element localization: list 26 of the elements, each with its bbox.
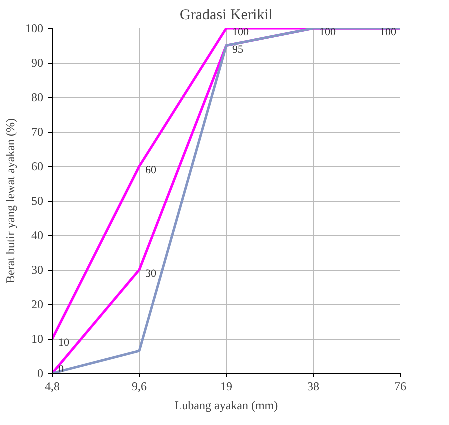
annotation: 10 <box>58 337 70 349</box>
x-tick-label: 76 <box>394 380 406 394</box>
annotation: 100 <box>232 26 250 38</box>
y-tick-label: 70 <box>32 125 44 139</box>
y-tick-label: 30 <box>32 263 44 277</box>
chart-title: Gradasi Kerikil <box>180 8 273 24</box>
y-tick-label: 100 <box>26 22 44 36</box>
y-tick-label: 10 <box>32 332 44 346</box>
x-axis-title: Lubang ayakan (mm) <box>174 398 278 412</box>
y-tick-label: 0 <box>38 366 44 380</box>
annotation: 30 <box>146 268 157 280</box>
annotation: 100 <box>320 26 336 38</box>
x-tick-label: 4,8 <box>45 380 60 394</box>
annotation: 100 <box>380 26 397 38</box>
annotation: 60 <box>146 164 157 176</box>
y-tick-label: 60 <box>32 160 44 174</box>
y-tick-label: 80 <box>32 90 44 104</box>
x-tick-label: 38 <box>308 380 320 394</box>
x-tick-label: 19 <box>220 380 232 394</box>
x-tick-label: 9,6 <box>132 380 147 394</box>
y-tick-label: 50 <box>32 194 44 208</box>
y-tick-label: 20 <box>32 298 44 312</box>
y-tick-label: 40 <box>32 228 44 242</box>
y-axis-title: Berat butir yang lewat ayakan (%) <box>4 118 18 284</box>
y-tick-label: 90 <box>32 56 44 70</box>
annotation: 95 <box>232 44 244 56</box>
